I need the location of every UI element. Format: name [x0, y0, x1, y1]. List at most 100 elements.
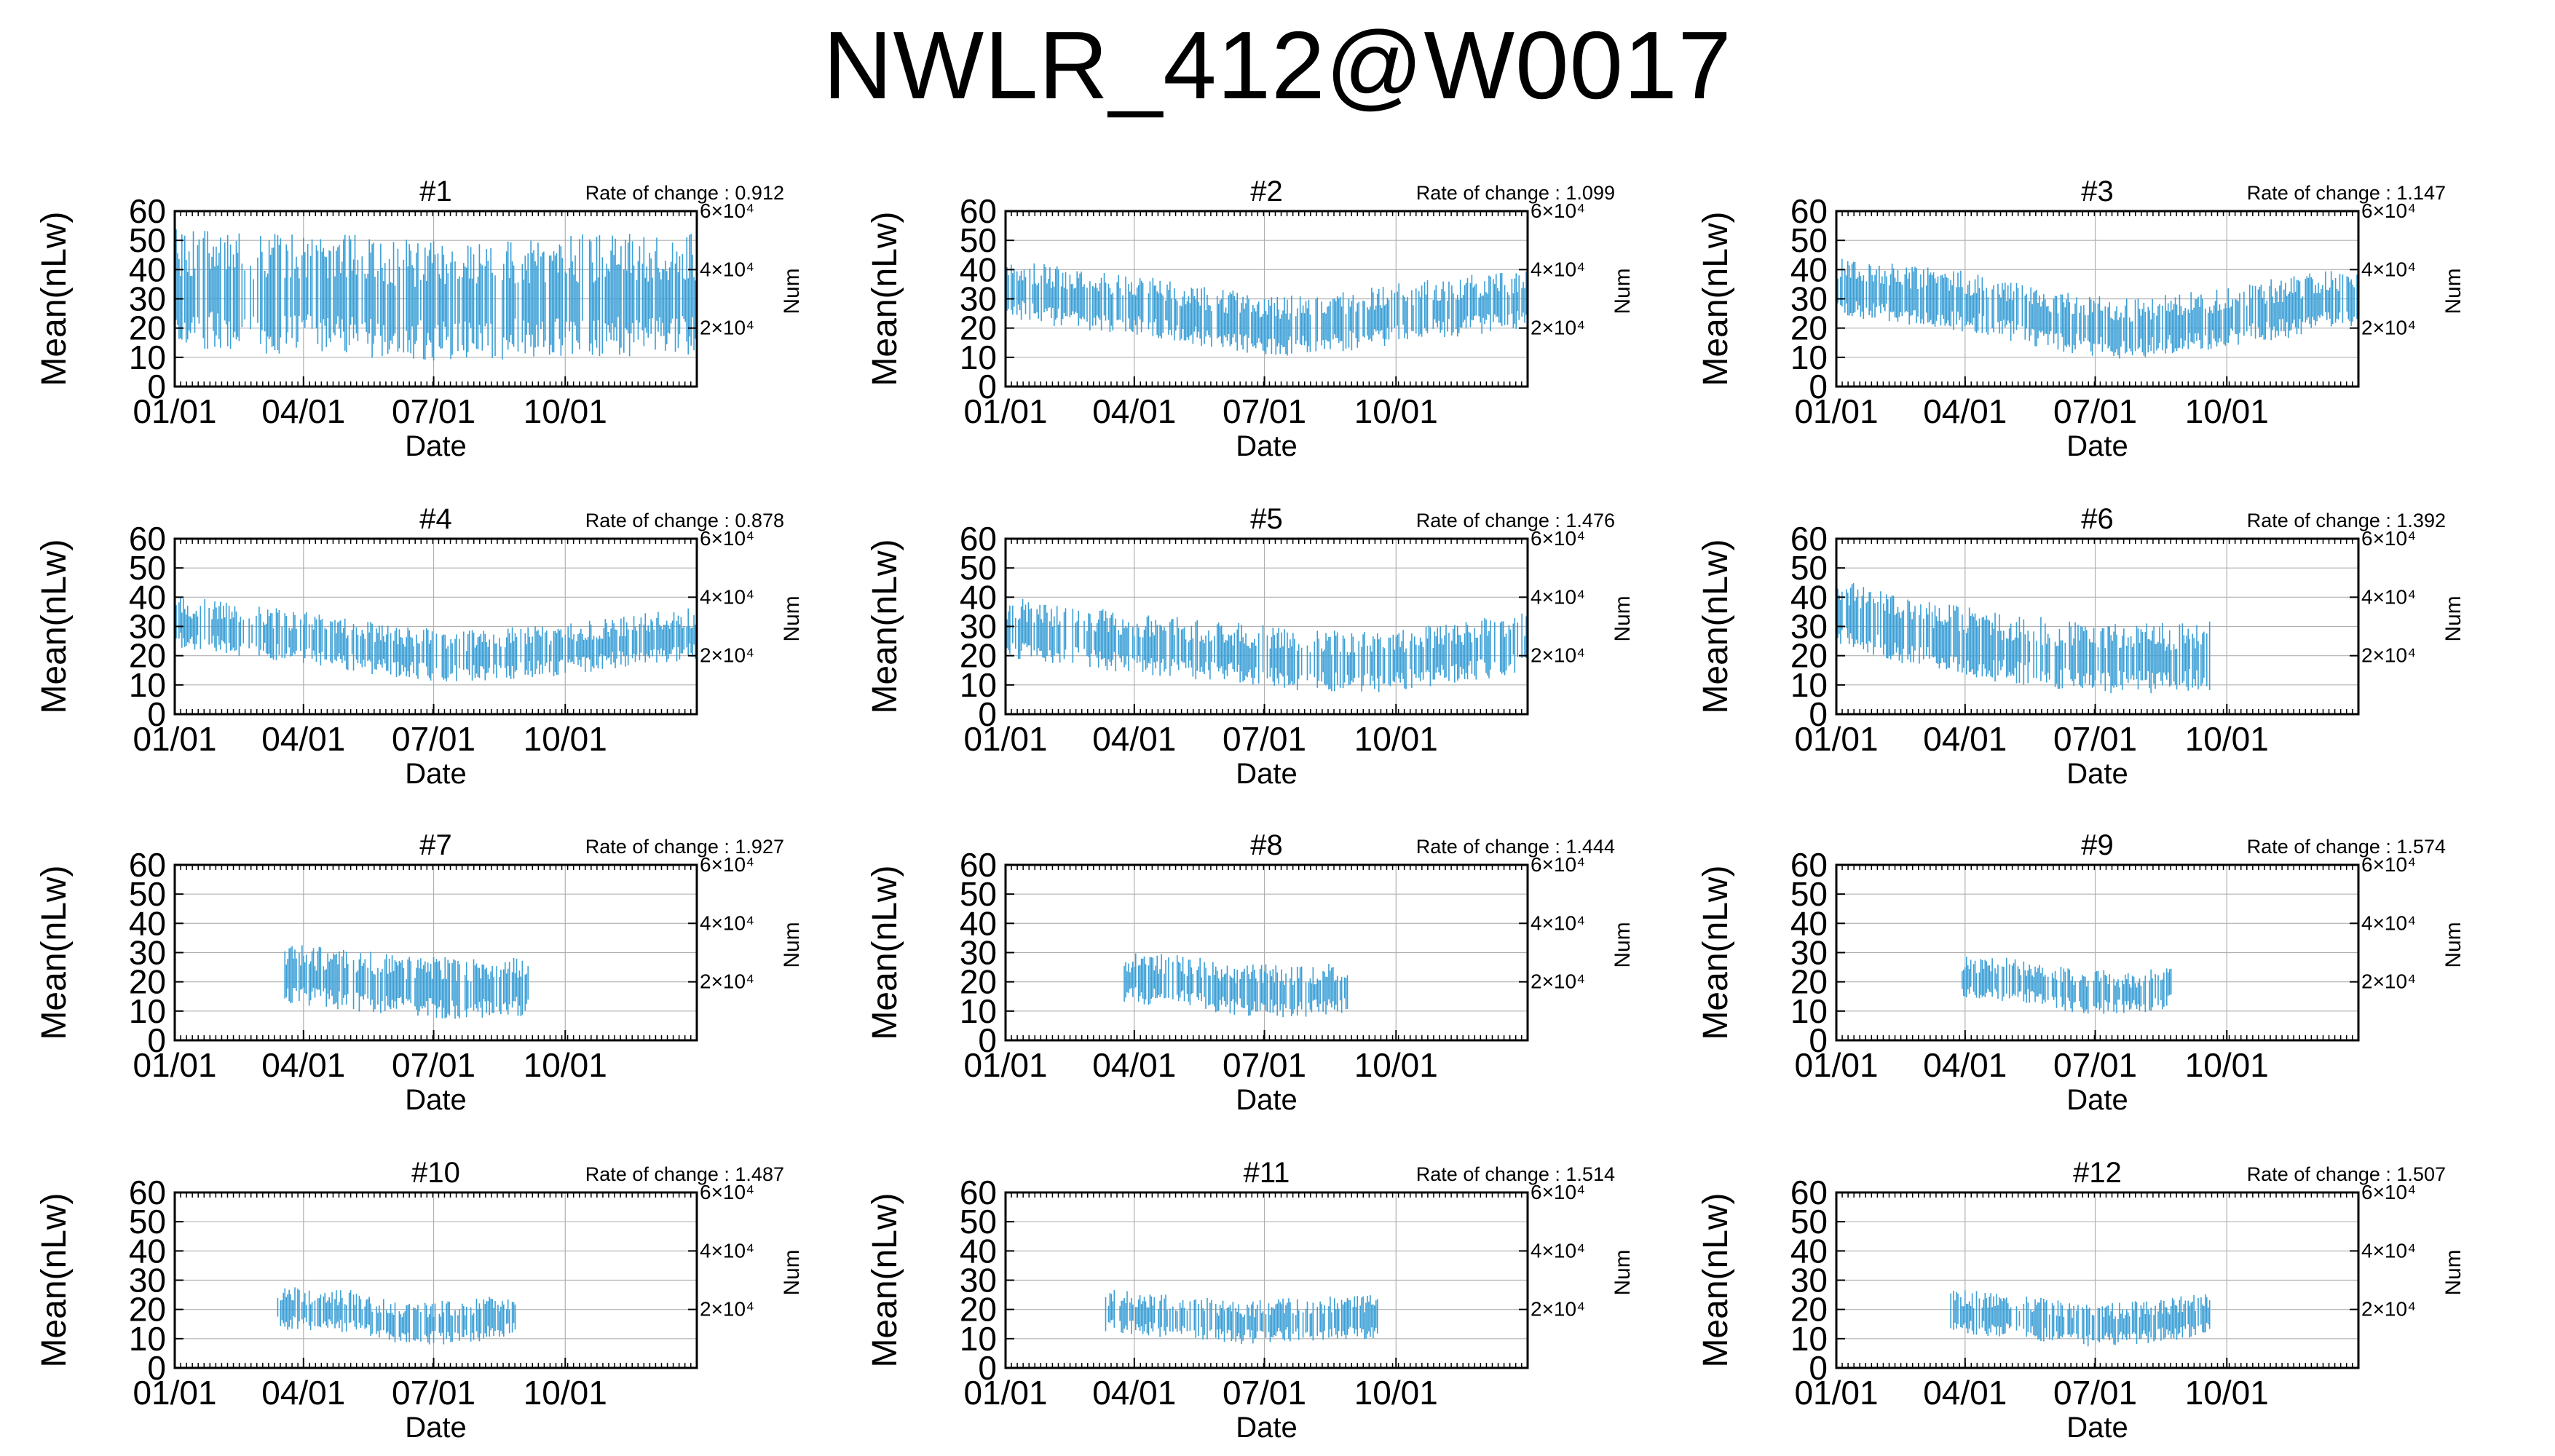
- y-tick-label: 0: [1809, 368, 1828, 405]
- y-tick-label: 50: [1790, 221, 1828, 259]
- y-tick-label: 30: [960, 1262, 997, 1299]
- y2-tick-label: 6×10⁴: [1531, 1181, 1585, 1203]
- y-tick-label: 30: [960, 608, 997, 646]
- y-tick-label: 30: [1790, 934, 1828, 972]
- y2-tick-label: 2×10⁴: [2361, 970, 2416, 993]
- rate-of-change-annotation: Rate of change : 1.099: [1416, 182, 1615, 204]
- x-axis-label: Date: [2066, 1084, 2128, 1116]
- x-tick-label: 07/01: [392, 1374, 475, 1412]
- y-tick-label: 50: [129, 221, 166, 259]
- y2-axis-label: Num: [1611, 268, 1635, 314]
- y-tick-label: 50: [960, 875, 997, 913]
- y-tick-label: 40: [960, 250, 997, 288]
- y2-tick-label: 2×10⁴: [700, 317, 754, 339]
- x-tick-label: 10/01: [1354, 1046, 1438, 1084]
- y-tick-label: 0: [978, 1349, 997, 1387]
- y-tick-label: 40: [960, 904, 997, 942]
- y-axis-label: Mean(nLw): [1697, 211, 1735, 386]
- x-tick-label: 07/01: [1223, 1374, 1306, 1412]
- panel-title: #7: [419, 829, 452, 861]
- y2-axis-label: Num: [1611, 922, 1635, 968]
- y2-axis-label: Num: [2441, 922, 2465, 968]
- y2-tick-label: 4×10⁴: [1531, 911, 1585, 934]
- y-tick-label: 20: [129, 963, 166, 1001]
- y2-tick-label: 6×10⁴: [2361, 853, 2416, 876]
- y2-tick-label: 6×10⁴: [1531, 199, 1585, 222]
- x-axis-label: Date: [405, 430, 467, 462]
- x-axis-label: Date: [405, 1084, 467, 1116]
- y-tick-label: 10: [129, 992, 166, 1030]
- x-tick-label: 01/01: [133, 1046, 216, 1084]
- y-tick-label: 60: [129, 1174, 166, 1211]
- x-axis-label: Date: [405, 1412, 467, 1444]
- panel-title: #8: [1250, 829, 1283, 861]
- x-axis-label: Date: [2066, 758, 2128, 790]
- y2-tick-label: 2×10⁴: [700, 1298, 754, 1321]
- rate-of-change-annotation: Rate of change : 1.147: [2247, 182, 2446, 204]
- y-tick-label: 60: [129, 846, 166, 884]
- y2-tick-label: 4×10⁴: [700, 911, 754, 934]
- rate-of-change-annotation: Rate of change : 0.878: [585, 510, 784, 531]
- x-tick-label: 10/01: [2185, 720, 2269, 758]
- y-tick-label: 0: [147, 695, 166, 733]
- y2-axis-label: Num: [1611, 1249, 1635, 1295]
- y-tick-label: 60: [960, 192, 997, 230]
- y-axis-label: Mean(nLw): [35, 865, 74, 1040]
- y-tick-label: 20: [129, 637, 166, 675]
- y2-tick-label: 6×10⁴: [700, 1181, 754, 1203]
- y-tick-label: 30: [129, 934, 166, 972]
- y2-tick-label: 4×10⁴: [2361, 258, 2416, 280]
- x-tick-label: 01/01: [963, 392, 1047, 430]
- rate-of-change-annotation: Rate of change : 1.574: [2247, 836, 2446, 858]
- x-tick-label: 01/01: [133, 392, 216, 430]
- x-tick-label: 01/01: [963, 1374, 1047, 1412]
- y2-tick-label: 6×10⁴: [700, 853, 754, 876]
- y-tick-label: 60: [129, 520, 166, 558]
- y-tick-label: 60: [1790, 846, 1828, 884]
- y2-tick-label: 2×10⁴: [2361, 317, 2416, 339]
- x-tick-label: 07/01: [2053, 720, 2137, 758]
- x-axis-label: Date: [1236, 430, 1298, 462]
- y-tick-label: 20: [1790, 963, 1828, 1001]
- y2-axis-label: Num: [2441, 268, 2465, 314]
- y-tick-label: 0: [147, 1349, 166, 1387]
- y-tick-label: 0: [978, 368, 997, 405]
- y-tick-label: 10: [129, 339, 166, 376]
- x-tick-label: 07/01: [392, 720, 475, 758]
- panel-title: #1: [419, 175, 452, 207]
- y2-tick-label: 2×10⁴: [700, 644, 754, 667]
- y-tick-label: 40: [960, 578, 997, 616]
- y-tick-label: 20: [960, 1291, 997, 1329]
- y-tick-label: 50: [129, 549, 166, 587]
- y-tick-label: 50: [960, 221, 997, 259]
- panel-title: #10: [411, 1157, 460, 1189]
- x-tick-label: 04/01: [1923, 392, 2007, 430]
- y-tick-label: 0: [1809, 695, 1828, 733]
- x-tick-label: 04/01: [1092, 720, 1176, 758]
- y2-tick-label: 2×10⁴: [1531, 317, 1585, 339]
- y-tick-label: 0: [1809, 1021, 1828, 1059]
- x-tick-label: 01/01: [133, 720, 216, 758]
- rate-of-change-annotation: Rate of change : 0.912: [585, 182, 784, 204]
- x-tick-label: 10/01: [1354, 1374, 1438, 1412]
- y-tick-label: 30: [1790, 608, 1828, 646]
- series-bars: [1124, 953, 1348, 1018]
- y-tick-label: 10: [129, 1320, 166, 1358]
- x-tick-label: 07/01: [1223, 1046, 1306, 1084]
- y2-tick-label: 4×10⁴: [2361, 585, 2416, 608]
- y-tick-label: 20: [960, 309, 997, 347]
- y-tick-label: 40: [1790, 904, 1828, 942]
- series-bars: [1006, 598, 1527, 692]
- y-tick-label: 50: [960, 1203, 997, 1241]
- y2-tick-label: 4×10⁴: [700, 258, 754, 280]
- rate-of-change-annotation: Rate of change : 1.476: [1416, 510, 1615, 531]
